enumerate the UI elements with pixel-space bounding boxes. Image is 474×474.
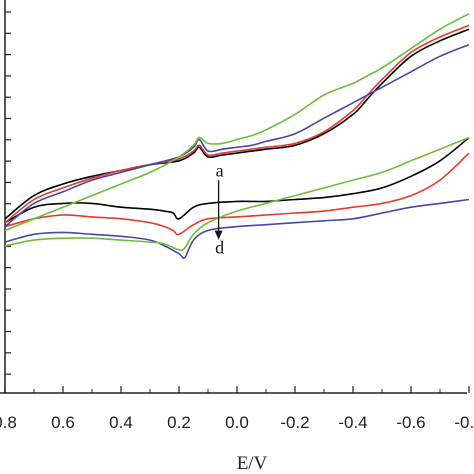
cv-curves <box>4 12 470 259</box>
annotations: a d <box>214 160 224 258</box>
cv-curve-reverse <box>4 12 470 232</box>
y-ticks <box>5 11 11 375</box>
x-tick-label: -0.8 <box>454 413 474 432</box>
cv-curve-reverse <box>4 24 470 224</box>
x-tick-label: 0.2 <box>167 413 191 432</box>
x-tick-label: 0.0 <box>225 413 249 432</box>
cv-curve-forward <box>4 136 470 224</box>
annotation-a: a <box>216 160 224 180</box>
x-tick-label: 0.6 <box>51 413 75 432</box>
x-ticks: 0.8 0.6 0.4 0.2 0.0 -0.2 -0.4 -0.6 -0.8 <box>0 386 474 432</box>
x-axis-title: E/V <box>237 453 268 474</box>
cv-curve-forward <box>4 198 470 259</box>
cv-curve-forward <box>4 136 470 251</box>
annotation-d: d <box>215 238 224 258</box>
cv-curve-forward <box>4 152 470 236</box>
cv-curve-reverse <box>4 28 470 220</box>
chart-axes <box>0 0 467 394</box>
x-tick-label: 0.8 <box>0 413 17 432</box>
x-tick-label: 0.4 <box>109 413 133 432</box>
x-tick-label: -0.4 <box>338 413 367 432</box>
cv-curve-reverse <box>4 43 470 228</box>
trend-arrow-head <box>214 230 223 240</box>
x-tick-label: -0.6 <box>396 413 425 432</box>
x-tick-label: -0.2 <box>280 413 309 432</box>
